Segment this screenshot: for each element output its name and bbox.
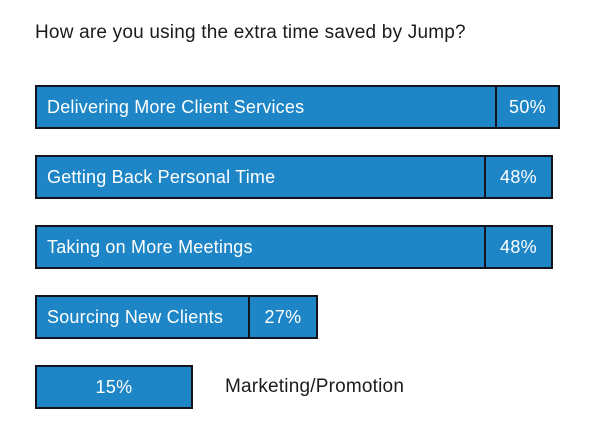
bar-value-label: 27% — [248, 297, 316, 337]
bar-value-label: 48% — [484, 157, 551, 197]
bar-row: Delivering More Client Services 50% — [35, 85, 601, 129]
bar-value-label: 48% — [484, 227, 551, 267]
bar-getting-back-personal-time: Getting Back Personal Time 48% — [35, 155, 553, 199]
bar-row: Getting Back Personal Time 48% — [35, 155, 601, 199]
bar-row: Sourcing New Clients 27% — [35, 295, 601, 339]
bar-category-label: Delivering More Client Services — [47, 96, 305, 117]
bar-taking-on-more-meetings: Taking on More Meetings 48% — [35, 225, 553, 269]
bar-row: Taking on More Meetings 48% — [35, 225, 601, 269]
bar-category-label: Getting Back Personal Time — [47, 166, 276, 187]
bar-category-label: Marketing/Promotion — [225, 376, 405, 397]
bar-value-label: 15% — [95, 376, 133, 397]
bar-delivering-more-client-services: Delivering More Client Services 50% — [35, 85, 560, 129]
chart-title: How are you using the extra time saved b… — [35, 22, 466, 43]
bar-sourcing-new-clients: Sourcing New Clients 27% — [35, 295, 318, 339]
bar-category-label: Taking on More Meetings — [47, 236, 253, 257]
bar-row: 15% Marketing/Promotion — [35, 365, 601, 409]
bar-category-label: Sourcing New Clients — [47, 306, 224, 327]
bar-value-label: 50% — [495, 87, 558, 127]
bar-marketing-promotion: 15% — [35, 365, 193, 409]
